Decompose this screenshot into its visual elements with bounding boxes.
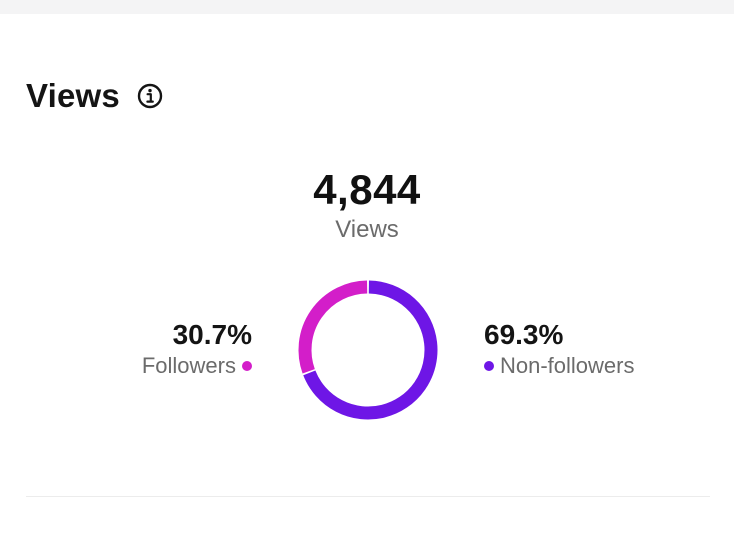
followers-label: Followers — [141, 353, 236, 378]
followers-legend: Followers — [142, 352, 252, 380]
followers-stat: 30.7% Followers — [142, 318, 252, 380]
views-header: Views — [26, 74, 164, 118]
non-followers-label: Non-followers — [500, 353, 635, 378]
non-followers-legend: Non-followers — [484, 352, 635, 380]
non-followers-percent: 69.3% — [484, 319, 564, 350]
non-followers-dot — [484, 361, 494, 371]
non-followers-stat: 69.3% Non-followers — [484, 318, 635, 380]
total-views-value: 4,844 — [313, 166, 421, 213]
section-divider — [26, 496, 710, 497]
views-donut-chart — [298, 280, 438, 420]
followers-percent: 30.7% — [172, 319, 252, 350]
followers-dot — [242, 361, 252, 371]
total-views-label: Views — [335, 216, 399, 243]
followers-segment — [298, 280, 368, 374]
non-followers-segment — [303, 280, 438, 420]
top-strip — [0, 0, 734, 14]
total-views: 4,844 Views — [0, 166, 734, 244]
views-title: Views — [26, 77, 120, 114]
info-icon[interactable] — [136, 82, 164, 110]
